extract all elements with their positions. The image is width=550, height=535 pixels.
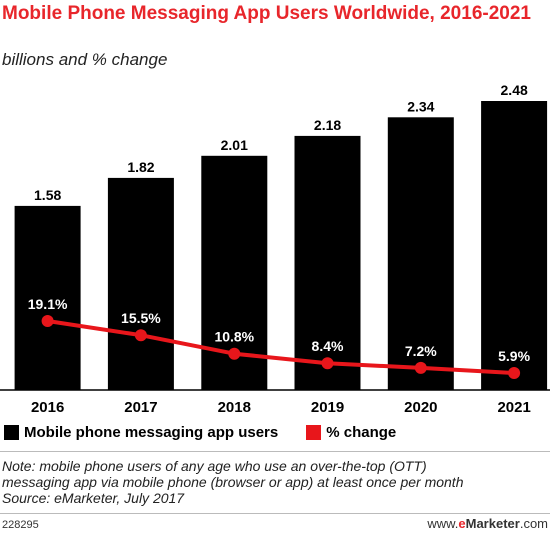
pct-change-point-2017 bbox=[134, 329, 147, 342]
pct-change-point-2021 bbox=[508, 367, 521, 379]
brand-marketer: Marketer bbox=[465, 516, 520, 531]
bar-value-label-2020: 2.34 bbox=[407, 98, 434, 114]
x-tick-label-2020: 2020 bbox=[404, 399, 437, 416]
brand-e: e bbox=[458, 516, 466, 531]
bar-2017 bbox=[107, 177, 174, 390]
x-tick-label-2018: 2018 bbox=[218, 399, 251, 416]
pct-change-label-2016: 19.1% bbox=[28, 296, 68, 312]
chart-id: 228295 bbox=[2, 519, 39, 531]
bar-2016 bbox=[14, 205, 81, 390]
line-layer: 19.1% 15.5% 10.8% 8.4% 7.2% 5.9% bbox=[28, 296, 531, 379]
x-tick-label-2016: 2016 bbox=[31, 399, 64, 416]
legend-bar-label: Mobile phone messaging app users bbox=[24, 424, 279, 441]
legend-line-label: % change bbox=[326, 424, 397, 441]
bar-2019 bbox=[294, 135, 361, 390]
bar-2021 bbox=[481, 101, 548, 390]
chart-area: 1.58 1.82 2.01 2.18 2.34 2.48 19.1% 15.5% 10.8%… bbox=[0, 82, 550, 416]
legend-divider bbox=[0, 451, 550, 452]
pct-change-point-2020 bbox=[414, 361, 427, 374]
note-line-2: messaging app via mobile phone (browser … bbox=[2, 474, 464, 490]
chart-title: Mobile Phone Messaging App Users Worldwi… bbox=[2, 3, 531, 24]
bar-value-label-2017: 1.82 bbox=[127, 159, 154, 175]
note-line-1: Note: mobile phone users of any age who … bbox=[2, 458, 427, 474]
bar-value-label-2021: 2.48 bbox=[501, 82, 528, 98]
pct-change-point-2018 bbox=[228, 347, 241, 360]
legend-line-swatch bbox=[306, 425, 322, 440]
x-tick-label-2017: 2017 bbox=[124, 399, 157, 416]
pct-change-point-2016 bbox=[41, 315, 54, 327]
pct-change-label-2019: 8.4% bbox=[312, 338, 344, 354]
brand-link[interactable]: www.eMarketer.com bbox=[427, 516, 548, 531]
bars-layer: 1.58 1.82 2.01 2.18 2.34 2.48 bbox=[14, 82, 548, 391]
legend: Mobile phone messaging app users % chang… bbox=[4, 424, 396, 441]
bar-2020 bbox=[387, 117, 454, 391]
brand-prefix: www. bbox=[427, 516, 459, 531]
pct-change-label-2020: 7.2% bbox=[405, 343, 437, 359]
bar-value-label-2016: 1.58 bbox=[34, 187, 61, 203]
legend-bar-swatch bbox=[4, 425, 19, 440]
chart-subtitle: billions and % change bbox=[2, 50, 168, 69]
x-tick-labels: 2016 2017 2018 2019 2020 2021 bbox=[31, 399, 531, 416]
bar-value-label-2019: 2.18 bbox=[314, 117, 341, 133]
x-tick-label-2021: 2021 bbox=[497, 399, 530, 416]
pct-change-point-2019 bbox=[321, 357, 334, 370]
pct-change-line bbox=[45, 319, 517, 375]
brand-suffix: .com bbox=[519, 516, 548, 531]
x-tick-label-2019: 2019 bbox=[311, 399, 344, 416]
bar-value-label-2018: 2.01 bbox=[221, 137, 248, 153]
pct-change-label-2017: 15.5% bbox=[121, 310, 161, 326]
source-line: Source: eMarketer, July 2017 bbox=[2, 490, 185, 506]
footer-divider bbox=[0, 513, 550, 514]
pct-change-label-2018: 10.8% bbox=[214, 329, 254, 345]
footnote: Note: mobile phone users of any age who … bbox=[2, 458, 548, 506]
pct-change-label-2021: 5.9% bbox=[498, 348, 530, 364]
